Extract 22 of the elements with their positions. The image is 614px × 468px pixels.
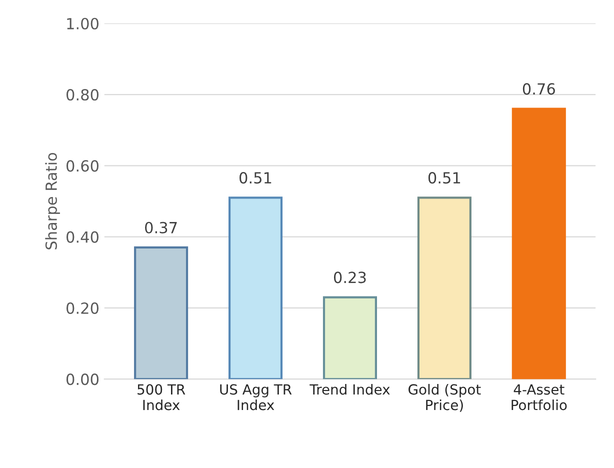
data-label: 0.76 [522,83,555,95]
y-tick-label: 0.80 [66,89,99,101]
data-label: 0.37 [145,222,177,234]
x-tick-label: Trend Index [310,384,390,395]
data-label: 0.51 [428,172,460,184]
bar [322,296,377,380]
y-tick-label: 1.00 [67,18,99,30]
y-tick-label: 0.40 [66,231,99,243]
y-tick-label: 0.20 [66,302,99,314]
bar [512,108,566,380]
bar [228,196,283,380]
bar [134,246,188,380]
y-tick-label: 0.60 [66,160,99,172]
x-tick-label: Gold (Spot Price) [408,384,481,412]
y-tick-label: 0.00 [66,374,99,386]
y-axis-title: Sharpe Ratio [45,152,60,250]
x-tick-label: 4-Asset Portfolio [512,384,567,410]
data-label: 0.23 [334,272,366,284]
x-tick-label: US Agg TR Index [220,384,292,410]
x-tick-label: 500 TR Index [138,384,186,410]
data-label: 0.51 [240,172,272,184]
bar [417,196,472,380]
